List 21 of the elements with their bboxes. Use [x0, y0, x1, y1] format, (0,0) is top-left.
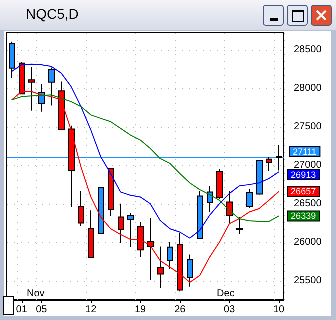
y-tick-label: 26000 — [294, 236, 322, 248]
data-label: 26657 — [291, 186, 316, 197]
x-tick-label: 19 — [134, 304, 147, 316]
data-label: 26339 — [291, 211, 316, 222]
x-tick-label: 26 — [174, 304, 186, 316]
y-tick-label: 26500 — [294, 198, 322, 210]
x-tick-label: 01 — [16, 304, 28, 316]
y-tick-label: 27000 — [294, 160, 322, 171]
data-label: 26913 — [291, 170, 316, 180]
annotation: Nov — [27, 288, 45, 300]
y-tick-label: 28500 — [294, 44, 322, 56]
y-tick-label: 28000 — [294, 82, 322, 94]
x-tick-label: 12 — [86, 304, 98, 316]
x-tick-label: 10 — [273, 304, 286, 316]
annotation: Dec — [217, 288, 235, 300]
x-tick-label: 03 — [224, 304, 236, 316]
x-tick-label: 05 — [36, 304, 48, 316]
chart-title: NQC5,D — [26, 6, 79, 22]
y-tick-label: 27500 — [294, 121, 322, 132]
ref-line-label: 27111 — [293, 146, 317, 157]
y-tick-label: 25500 — [294, 275, 322, 286]
